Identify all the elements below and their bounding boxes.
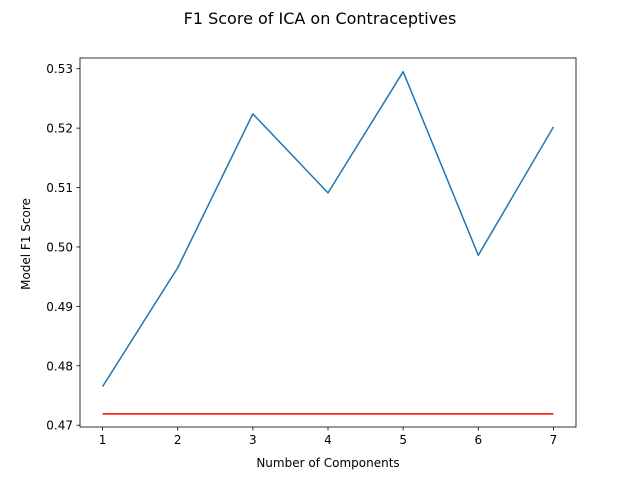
y-tick-label: 0.47: [46, 419, 73, 433]
x-tick-label: 5: [399, 433, 407, 447]
x-tick-label: 1: [99, 433, 107, 447]
x-tick-label: 3: [249, 433, 257, 447]
x-tick-label: 4: [324, 433, 332, 447]
series-layer: [101, 70, 555, 415]
series-line-1: [101, 70, 555, 387]
y-tick-label: 0.52: [46, 122, 73, 136]
x-axis-label: Number of Components: [256, 456, 399, 470]
x-tick-label: 7: [550, 433, 558, 447]
axes-layer: 1 2 3 4 5 6 7 0.47 0.48 0.49 0.50 0.51 0.52 0.53: [46, 57, 577, 447]
plot-frame: [79, 57, 577, 428]
y-tick-label: 0.50: [46, 240, 73, 254]
x-tick-label: 2: [174, 433, 182, 447]
y-tick-label: 0.49: [46, 300, 73, 314]
y-tick-label: 0.48: [46, 359, 73, 373]
chart-title: F1 Score of ICA on Contraceptives: [184, 9, 457, 28]
x-tick-label: 6: [474, 433, 482, 447]
y-axis-label: Model F1 Score: [19, 198, 33, 290]
y-tick-label: 0.51: [46, 181, 73, 195]
y-tick-label: 0.53: [46, 62, 73, 76]
